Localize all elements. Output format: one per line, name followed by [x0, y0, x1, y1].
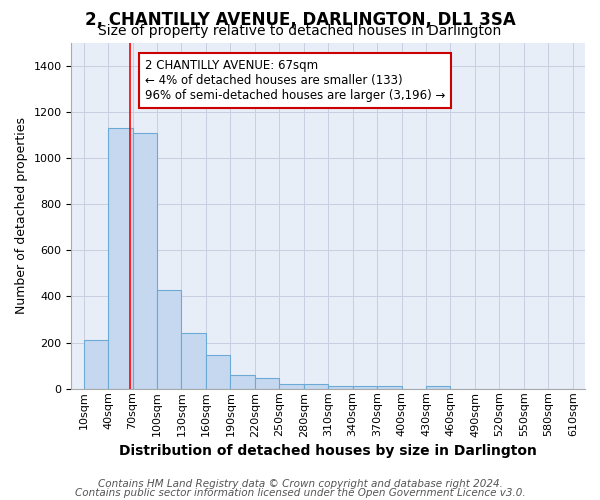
Bar [304, 384, 328, 389]
Bar [353, 386, 377, 389]
Bar [133, 132, 157, 389]
Bar [426, 386, 451, 389]
Text: Contains public sector information licensed under the Open Government Licence v3: Contains public sector information licen… [74, 488, 526, 498]
Bar [206, 356, 230, 389]
Bar [230, 375, 255, 389]
Y-axis label: Number of detached properties: Number of detached properties [15, 117, 28, 314]
Text: 2 CHANTILLY AVENUE: 67sqm
← 4% of detached houses are smaller (133)
96% of semi-: 2 CHANTILLY AVENUE: 67sqm ← 4% of detach… [145, 58, 445, 102]
Bar [279, 384, 304, 389]
Bar [108, 128, 133, 389]
Bar [181, 334, 206, 389]
X-axis label: Distribution of detached houses by size in Darlington: Distribution of detached houses by size … [119, 444, 537, 458]
Bar [255, 378, 279, 389]
Bar [157, 290, 181, 389]
Bar [377, 386, 401, 389]
Text: 2, CHANTILLY AVENUE, DARLINGTON, DL1 3SA: 2, CHANTILLY AVENUE, DARLINGTON, DL1 3SA [85, 11, 515, 29]
Text: Size of property relative to detached houses in Darlington: Size of property relative to detached ho… [98, 24, 502, 38]
Bar [83, 340, 108, 389]
Text: Contains HM Land Registry data © Crown copyright and database right 2024.: Contains HM Land Registry data © Crown c… [98, 479, 502, 489]
Bar [328, 386, 353, 389]
